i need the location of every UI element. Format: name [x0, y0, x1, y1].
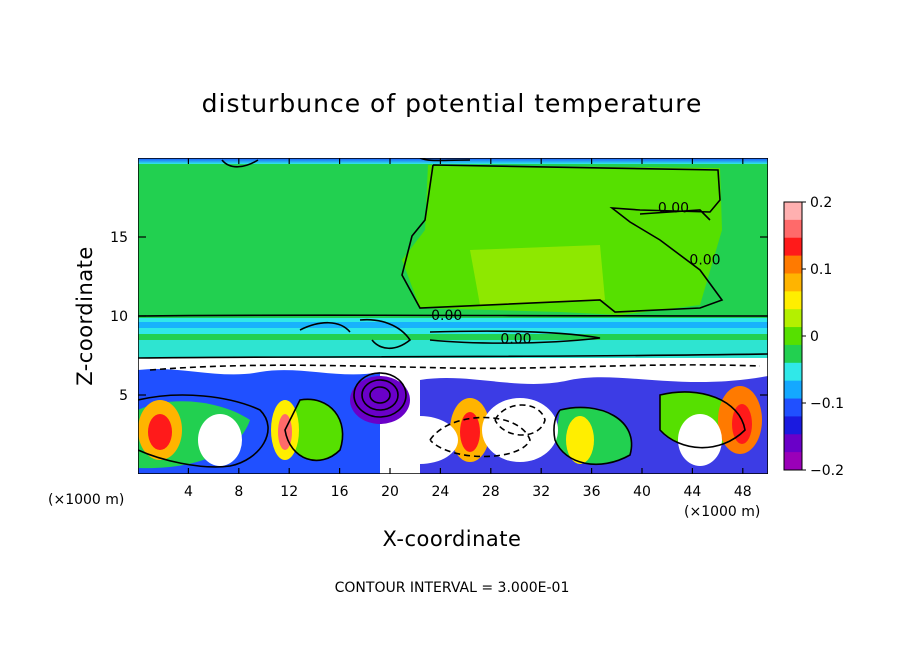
contour-interval-note: CONTOUR INTERVAL = 3.000E-01 [335, 580, 570, 596]
plot-area [138, 158, 768, 474]
x-tick-label: 48 [734, 484, 752, 500]
contour-label: 0.00 [500, 332, 531, 348]
x-tick-label: 8 [234, 484, 243, 500]
contour-lower-1 [138, 394, 269, 468]
colorbar-swatch [784, 273, 802, 292]
contour-lower-4 [284, 398, 344, 462]
colorbar-swatch [784, 309, 802, 328]
band-z10-core [138, 322, 768, 328]
colorbar-tick-label: −0.1 [810, 396, 844, 412]
x-axis: 4 8 12 16 20 24 28 32 36 40 44 48 [184, 158, 752, 500]
colorbar-swatch [784, 327, 802, 346]
y-axis-label: Z-coordinate [73, 246, 97, 386]
colorbar-swatch [784, 219, 802, 239]
contour-vortex-1 [353, 372, 407, 418]
warm-blob-3-core [460, 412, 480, 452]
colorbar-swatch [784, 416, 802, 435]
contour-dashed-1 [149, 364, 761, 371]
white-patch-4 [678, 414, 722, 466]
x-unit-right: (×1000 m) [684, 504, 760, 520]
contour-zero-lower [429, 330, 601, 344]
contour-zero-mid [138, 314, 768, 317]
contour-lower-2 [553, 406, 633, 466]
contour-zero-z7 [138, 353, 768, 359]
white-patch-2 [382, 416, 458, 464]
colorbar-tick-label: 0.2 [810, 195, 832, 211]
contour-label: 0.00 [658, 201, 689, 217]
white-patch-1 [198, 414, 242, 466]
contour-lower-3 [659, 391, 746, 449]
colorbar-tick-label: 0 [810, 329, 819, 345]
contour-lines [138, 158, 768, 468]
warm-blob-5-core [732, 404, 752, 444]
colorbar-tick-label: −0.2 [810, 463, 844, 479]
colorbar-swatch [784, 237, 802, 257]
x-tick-label: 36 [583, 484, 601, 500]
colorbar-tick-label: 0.1 [810, 262, 832, 278]
contour-vortex-2 [361, 379, 399, 411]
cold-blob-1 [350, 376, 410, 424]
contour-vortex-3 [369, 386, 391, 404]
warm-blob-1-core [148, 414, 172, 450]
lower-green-patch-2 [285, 399, 343, 461]
contour-dashed-3 [494, 404, 546, 436]
x-axis-label: X-coordinate [383, 527, 522, 551]
y-axis: 5 10 15 [110, 230, 768, 404]
contour-label: 0.00 [431, 308, 462, 324]
colorbar-swatch [784, 255, 802, 274]
x-tick-label: 24 [431, 484, 449, 500]
x-tick-label: 20 [381, 484, 399, 500]
colorbar-swatch [784, 452, 802, 471]
y-tick-label: 15 [110, 230, 128, 246]
x-unit-left: (×1000 m) [48, 492, 124, 508]
x-tick-label: 44 [683, 484, 701, 500]
colorbar-swatch [784, 434, 802, 453]
contour-dashed-2 [429, 416, 531, 458]
white-patch-3 [482, 398, 558, 462]
colorbar [783, 201, 803, 471]
y-tick-label: 10 [110, 309, 128, 325]
contour-small-1 [299, 318, 412, 350]
x-tick-label: 16 [331, 484, 349, 500]
positive-anomaly-core [470, 245, 605, 305]
colorbar-swatch [784, 380, 802, 400]
colorbar-ticks: 0.2 0.1 0 −0.1 −0.2 [802, 195, 844, 479]
colorbar-swatch [784, 362, 802, 382]
x-tick-label: 32 [532, 484, 550, 500]
contour-zero-upper-inner [639, 209, 711, 221]
contour-label: 0.00 [689, 253, 720, 269]
x-tick-label: 4 [184, 484, 193, 500]
x-tick-label: 40 [633, 484, 651, 500]
colorbar-swatch [784, 291, 802, 310]
y-tick-label: 5 [119, 388, 128, 404]
contour-top-wiggle [221, 158, 471, 168]
colorbar-swatch [784, 202, 802, 221]
x-tick-label: 28 [482, 484, 500, 500]
contour-zero-upper [401, 164, 724, 313]
contour-label-group: 0.00 0.00 0.00 0.00 [431, 201, 720, 348]
chart-title: disturbunce of potential temperature [202, 89, 703, 118]
warm-blob-4 [566, 416, 594, 464]
x-tick-label: 12 [280, 484, 298, 500]
colorbar-swatch [784, 344, 802, 364]
band-z7 [138, 340, 768, 358]
colorbar-swatch [784, 398, 802, 417]
